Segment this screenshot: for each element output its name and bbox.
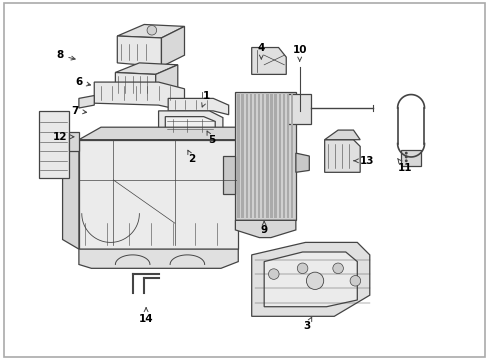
- Circle shape: [268, 269, 279, 279]
- Bar: [241, 94, 244, 219]
- Polygon shape: [94, 82, 184, 111]
- Bar: [282, 94, 285, 219]
- Polygon shape: [165, 117, 215, 137]
- Bar: [401, 150, 420, 166]
- Bar: [253, 94, 256, 219]
- Bar: [286, 94, 288, 219]
- Text: 1: 1: [202, 90, 210, 107]
- Text: 6: 6: [75, 77, 90, 87]
- Circle shape: [404, 159, 407, 162]
- Text: 7: 7: [71, 106, 86, 116]
- Polygon shape: [115, 63, 178, 75]
- Text: 13: 13: [353, 156, 373, 166]
- Polygon shape: [324, 140, 360, 172]
- Polygon shape: [235, 220, 295, 238]
- Polygon shape: [324, 130, 360, 140]
- Polygon shape: [155, 65, 178, 98]
- Bar: [249, 94, 252, 219]
- Circle shape: [349, 275, 360, 286]
- Bar: [278, 94, 281, 219]
- Circle shape: [147, 26, 156, 35]
- Text: 10: 10: [292, 45, 306, 61]
- Text: 11: 11: [397, 158, 412, 174]
- Polygon shape: [158, 111, 223, 144]
- Circle shape: [404, 152, 407, 154]
- Polygon shape: [115, 72, 155, 98]
- Text: 3: 3: [303, 317, 311, 331]
- Bar: [290, 94, 293, 219]
- Polygon shape: [223, 156, 235, 194]
- Polygon shape: [235, 92, 295, 220]
- Circle shape: [404, 156, 407, 158]
- Polygon shape: [161, 26, 184, 67]
- Polygon shape: [39, 111, 69, 178]
- Polygon shape: [264, 252, 357, 307]
- Bar: [257, 94, 260, 219]
- Polygon shape: [168, 98, 228, 115]
- Polygon shape: [62, 134, 79, 249]
- Bar: [245, 94, 247, 219]
- Text: 14: 14: [139, 308, 153, 324]
- Circle shape: [306, 272, 323, 289]
- Bar: [262, 94, 264, 219]
- Bar: [270, 94, 272, 219]
- Polygon shape: [79, 127, 238, 140]
- Polygon shape: [117, 36, 161, 67]
- Text: 4: 4: [257, 42, 264, 59]
- Text: 2: 2: [187, 150, 195, 164]
- Polygon shape: [79, 249, 238, 268]
- Polygon shape: [69, 132, 79, 151]
- Bar: [265, 94, 268, 219]
- Polygon shape: [295, 153, 309, 172]
- Bar: [237, 94, 239, 219]
- Polygon shape: [251, 48, 285, 75]
- Circle shape: [297, 263, 307, 274]
- Circle shape: [332, 263, 343, 274]
- Text: 9: 9: [260, 221, 267, 235]
- Polygon shape: [79, 95, 94, 108]
- Bar: [274, 94, 276, 219]
- Polygon shape: [79, 140, 238, 249]
- Text: 12: 12: [52, 132, 74, 142]
- Text: 5: 5: [206, 131, 215, 145]
- Polygon shape: [117, 24, 184, 38]
- Bar: [287, 94, 310, 124]
- Text: 8: 8: [56, 50, 75, 60]
- Polygon shape: [251, 242, 369, 316]
